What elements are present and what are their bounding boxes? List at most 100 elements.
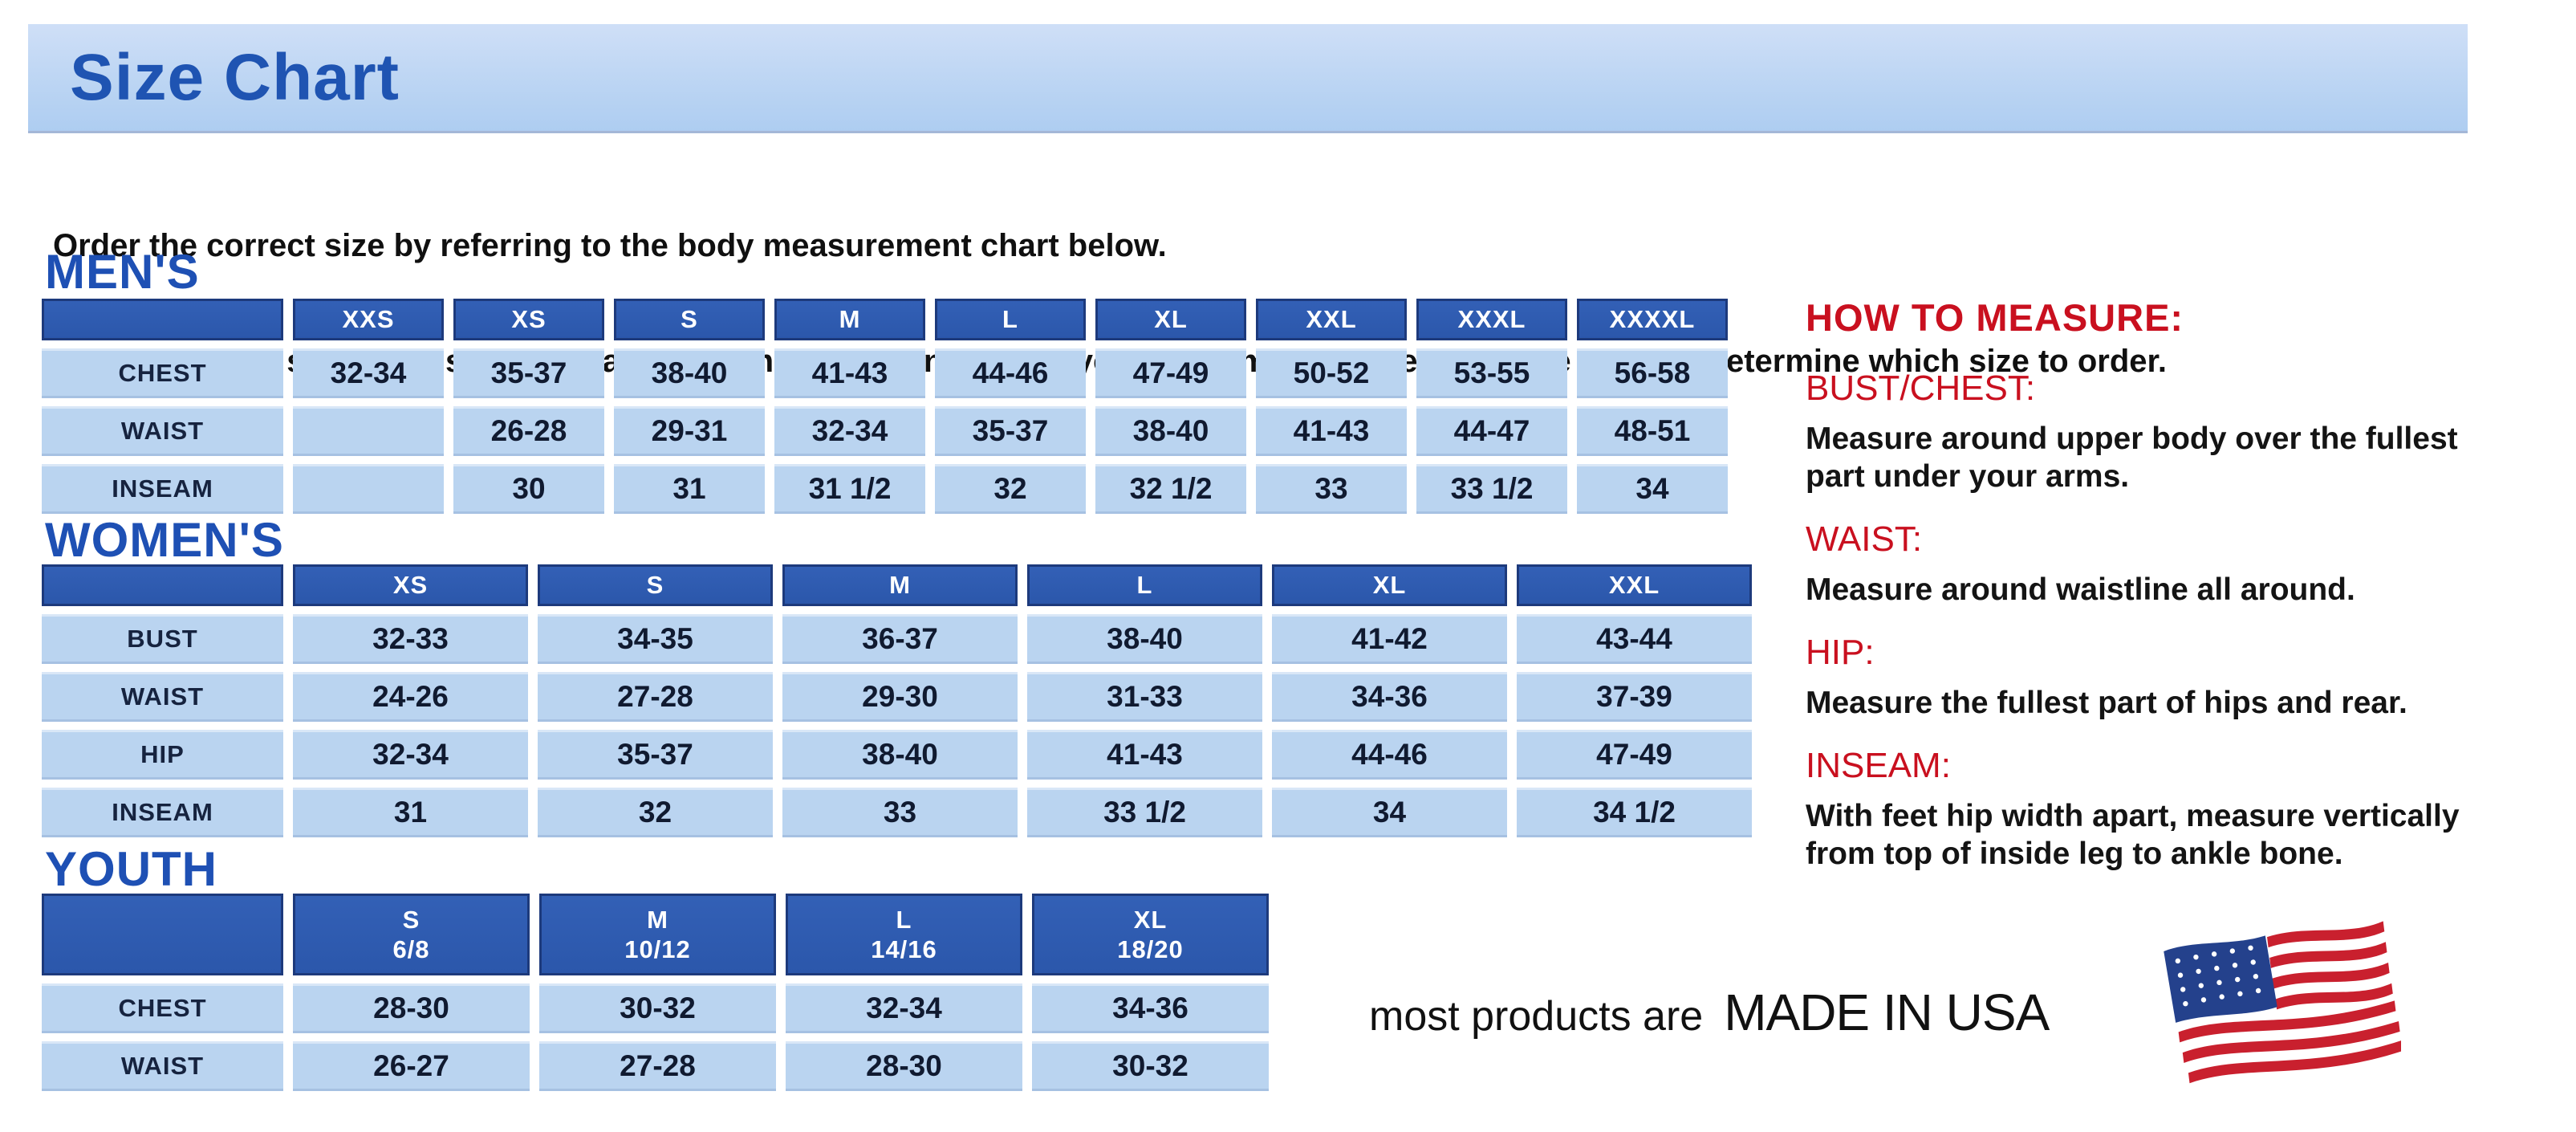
size-value-cell — [293, 464, 444, 514]
size-value-cell: 34 — [1272, 788, 1507, 837]
size-value-cell: 24-26 — [293, 672, 528, 722]
row-label: BUST — [42, 614, 283, 664]
size-value-cell: 56-58 — [1577, 348, 1728, 398]
table-corner-cell — [42, 894, 283, 975]
measure-instruction-text: Measure around upper body over the fulle… — [1806, 421, 2458, 494]
column-header-range: 10/12 — [624, 935, 691, 963]
usa-flag-icon — [2164, 921, 2401, 1084]
size-value-cell: 41-42 — [1272, 614, 1507, 664]
column-header: XL — [1272, 564, 1507, 606]
row-label: INSEAM — [42, 464, 283, 514]
column-header: S — [538, 564, 773, 606]
made-in-usa-note: most products are MADE IN USA — [1369, 983, 2050, 1042]
row-label: WAIST — [42, 406, 283, 456]
column-header: XS — [453, 299, 604, 340]
size-value-cell — [293, 406, 444, 456]
column-header-size: XL — [1133, 906, 1168, 934]
intro-line-1: Order the correct size by referring to t… — [53, 228, 1167, 263]
footer-prefix-text: most products are — [1369, 993, 1704, 1040]
flag-stars — [2175, 945, 2261, 1007]
size-value-cell: 34-35 — [538, 614, 773, 664]
how-to-measure-items: BUST/CHEST: Measure around upper body ove… — [1806, 369, 2496, 873]
size-value-cell: 31 1/2 — [774, 464, 925, 514]
column-header: XXXXL — [1577, 299, 1728, 340]
column-header: L 14/16 — [786, 894, 1022, 975]
size-value-cell: 30-32 — [1032, 1041, 1269, 1091]
table-corner-cell — [42, 564, 283, 606]
size-value-cell: 38-40 — [614, 348, 765, 398]
size-value-cell: 32 — [538, 788, 773, 837]
size-value-cell: 30 — [453, 464, 604, 514]
size-value-cell: 29-30 — [782, 672, 1018, 722]
size-value-cell: 44-47 — [1416, 406, 1567, 456]
measure-term-label: BUST/CHEST: — [1806, 369, 2036, 408]
size-value-cell: 27-28 — [539, 1041, 776, 1091]
column-header-range: 14/16 — [871, 935, 937, 963]
size-value-cell: 31-33 — [1027, 672, 1262, 722]
column-header: XXXL — [1416, 299, 1567, 340]
size-value-cell: 32 1/2 — [1095, 464, 1246, 514]
size-value-cell: 35-37 — [538, 730, 773, 780]
row-label: HIP — [42, 730, 283, 780]
size-value-cell: 31 — [614, 464, 765, 514]
column-header: S — [614, 299, 765, 340]
row-label: CHEST — [42, 983, 283, 1033]
column-header: S 6/8 — [293, 894, 530, 975]
size-value-cell: 28-30 — [293, 983, 530, 1033]
size-value-cell: 36-37 — [782, 614, 1018, 664]
size-value-cell: 33 — [782, 788, 1018, 837]
size-value-cell: 33 — [1256, 464, 1407, 514]
column-header-size: M — [647, 906, 668, 934]
size-value-cell: 32-34 — [293, 348, 444, 398]
size-value-cell: 44-46 — [1272, 730, 1507, 780]
how-to-measure-panel: HOW TO MEASURE: BUST/CHEST: Measure aroun… — [1806, 295, 2496, 873]
column-header: M — [782, 564, 1018, 606]
size-value-cell: 32-34 — [293, 730, 528, 780]
measure-instruction-text: With feet hip width apart, measure verti… — [1806, 799, 2460, 871]
column-header: XXL — [1517, 564, 1752, 606]
size-value-cell: 34 — [1577, 464, 1728, 514]
column-header-size: S — [402, 906, 421, 934]
row-label: INSEAM — [42, 788, 283, 837]
size-value-cell: 34 1/2 — [1517, 788, 1752, 837]
column-header: XXL — [1256, 299, 1407, 340]
row-label: WAIST — [42, 1041, 283, 1091]
row-label: CHEST — [42, 348, 283, 398]
page-title: Size Chart — [70, 40, 400, 114]
size-value-cell: 33 1/2 — [1416, 464, 1567, 514]
size-value-cell: 41-43 — [1027, 730, 1262, 780]
size-value-cell: 35-37 — [453, 348, 604, 398]
size-value-cell: 29-31 — [614, 406, 765, 456]
measure-instruction-text: Measure around waistline all around. — [1806, 572, 2355, 607]
column-header: M 10/12 — [539, 894, 776, 975]
size-value-cell: 30-32 — [539, 983, 776, 1033]
measure-term-label: HIP: — [1806, 633, 1875, 672]
measure-instruction-text: Measure the fullest part of hips and rea… — [1806, 686, 2407, 720]
size-value-cell: 41-43 — [774, 348, 925, 398]
size-value-cell: 41-43 — [1256, 406, 1407, 456]
size-value-cell: 47-49 — [1517, 730, 1752, 780]
column-header: L — [1027, 564, 1262, 606]
size-value-cell: 43-44 — [1517, 614, 1752, 664]
column-header: L — [935, 299, 1086, 340]
column-header-range: 18/20 — [1117, 935, 1184, 963]
size-value-cell: 38-40 — [1095, 406, 1246, 456]
size-value-cell: 35-37 — [935, 406, 1086, 456]
size-value-cell: 33 1/2 — [1027, 788, 1262, 837]
size-value-cell: 38-40 — [1027, 614, 1262, 664]
size-value-cell: 32-33 — [293, 614, 528, 664]
column-header: XL 18/20 — [1032, 894, 1269, 975]
column-header: M — [774, 299, 925, 340]
size-value-cell: 34-36 — [1272, 672, 1507, 722]
size-value-cell: 50-52 — [1256, 348, 1407, 398]
size-value-cell: 32-34 — [786, 983, 1022, 1033]
title-banner: Size Chart — [28, 24, 2468, 133]
size-value-cell: 28-30 — [786, 1041, 1022, 1091]
size-value-cell: 44-46 — [935, 348, 1086, 398]
column-header-size: L — [896, 906, 912, 934]
size-value-cell: 53-55 — [1416, 348, 1567, 398]
section-heading-womens: WOMEN'S — [45, 513, 284, 567]
size-value-cell: 47-49 — [1095, 348, 1246, 398]
mens-size-table: XXS XS S M L XL XXL XXXL XXXXL CHEST 32-34 35-37 38-… — [42, 299, 1728, 514]
